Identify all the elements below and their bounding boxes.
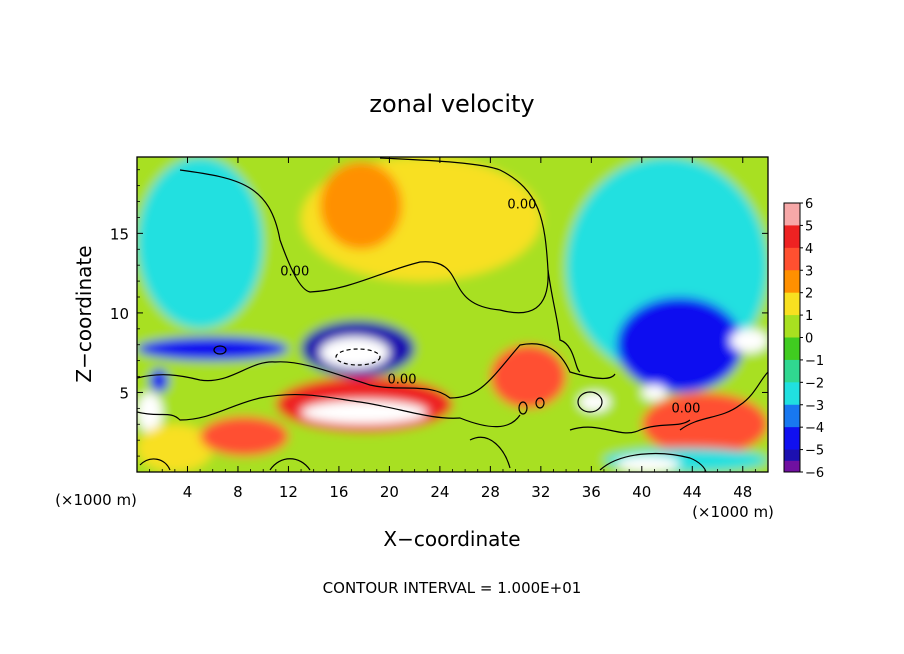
zero-contour-line xyxy=(679,371,768,431)
field-region xyxy=(301,400,428,425)
chart-title: zonal velocity xyxy=(369,90,534,118)
y-axis-label: Z−coordinate xyxy=(72,245,96,382)
zero-contour-line xyxy=(137,343,616,399)
field-region xyxy=(137,336,289,361)
y-tick-label: 10 xyxy=(110,305,129,323)
colorbar-swatch xyxy=(784,225,800,249)
negative-contour-line xyxy=(335,348,381,366)
field-region xyxy=(137,424,213,472)
colorbar-swatch xyxy=(784,404,800,428)
colorbar-swatches xyxy=(783,202,801,473)
x-tick-label: 24 xyxy=(430,483,449,501)
x-tick-label: 28 xyxy=(481,483,500,501)
field-region xyxy=(616,297,743,393)
zero-contour-line xyxy=(569,419,691,434)
colorbar-label: 6 xyxy=(805,197,813,212)
field-region xyxy=(149,368,169,393)
colorbar-swatch xyxy=(784,203,800,226)
x-tick-label: 36 xyxy=(582,483,601,501)
colorbar-label: 5 xyxy=(805,219,813,234)
y-tick-label: 15 xyxy=(110,225,129,243)
zero-contours xyxy=(137,157,768,472)
colorbar-labels: 6 5 4 3 2 1 0 −1 −2 −3 −4 −5 −6 xyxy=(800,197,824,481)
contour-interval-note: CONTOUR INTERVAL = 1.000E+01 xyxy=(323,579,582,597)
contour-label: 0.00 xyxy=(388,373,417,388)
colorbar-label: −5 xyxy=(805,444,824,459)
colorbar-label: −6 xyxy=(805,466,824,481)
colorbar-label: 1 xyxy=(805,309,813,324)
x-tick-label: 48 xyxy=(733,483,752,501)
x-tick-label: 32 xyxy=(531,483,550,501)
zero-contour-line xyxy=(469,436,511,469)
field-region xyxy=(490,344,567,409)
colorbar-swatch xyxy=(784,270,800,294)
zero-contour-line xyxy=(139,458,171,471)
field-region xyxy=(641,392,768,457)
colorbar-label: 2 xyxy=(805,287,813,302)
colorbar-label: −1 xyxy=(805,354,824,369)
contour-label: 0.00 xyxy=(507,198,536,213)
colorbar-label: 3 xyxy=(805,264,813,279)
zero-contour-line xyxy=(269,458,311,471)
colorbar-swatch xyxy=(784,382,800,406)
zero-contour-loop xyxy=(535,397,545,409)
x-tick-label: 20 xyxy=(380,483,399,501)
colorbar-swatch xyxy=(784,460,800,472)
x-tick-label: 4 xyxy=(183,483,193,501)
colorbar-label: −2 xyxy=(805,376,824,391)
y-axis-ticks: 5 10 15 xyxy=(110,169,768,457)
y-tick-label: 5 xyxy=(119,384,129,402)
x-axis-label: X−coordinate xyxy=(383,527,520,551)
x-tick-label: 40 xyxy=(632,483,651,501)
field-region xyxy=(319,336,390,369)
field-region xyxy=(616,456,680,472)
field-region xyxy=(200,416,289,457)
contour-labels: 0.00 0.00 0.00 0.00 xyxy=(280,198,700,417)
zero-contour-line xyxy=(179,157,549,314)
colorbar-label: −4 xyxy=(805,421,824,436)
x-tick-label: 44 xyxy=(683,483,702,501)
x-axis-ticks: 4 8 12 16 20 24 28 32 36 40 44 48 xyxy=(149,157,756,501)
colorbar-label: −3 xyxy=(805,399,824,414)
field-region xyxy=(641,384,668,401)
zero-contour-line xyxy=(547,269,581,373)
field-region xyxy=(319,161,403,250)
zero-contour-line xyxy=(137,394,521,428)
field-region xyxy=(137,392,163,433)
field-region xyxy=(578,392,611,412)
colorbar-swatch xyxy=(784,359,800,383)
zero-contour-loop xyxy=(518,401,528,415)
x-tick-label: 8 xyxy=(233,483,243,501)
colorbar: 6 5 4 3 2 1 0 −1 −2 −3 −4 −5 −6 xyxy=(783,197,824,481)
colorbar-label: 4 xyxy=(805,242,813,257)
colorbar-swatch xyxy=(784,292,800,316)
field-region xyxy=(730,328,768,353)
zero-contour-loop xyxy=(577,391,603,413)
velocity-field xyxy=(137,157,768,472)
colorbar-swatch xyxy=(784,427,800,451)
colorbar-swatch xyxy=(784,337,800,361)
zero-contour-loop xyxy=(213,345,227,355)
colorbar-swatch xyxy=(784,247,800,271)
contour-label: 0.00 xyxy=(671,401,700,416)
colorbar-swatch xyxy=(784,315,800,338)
colorbar-label: 0 xyxy=(805,332,813,347)
x-tick-label: 16 xyxy=(329,483,348,501)
contour-label: 0.00 xyxy=(280,265,309,280)
zero-contour-line xyxy=(599,452,707,472)
x-unit-right: (×1000 m) xyxy=(692,503,774,521)
x-tick-label: 12 xyxy=(279,483,298,501)
x-unit-left: (×1000 m) xyxy=(55,491,137,509)
plot-area: 0.000.000.000.00 4 8 12 16 20 24 28 32 36 40 44 48 … xyxy=(110,156,769,501)
field-region xyxy=(137,157,264,329)
